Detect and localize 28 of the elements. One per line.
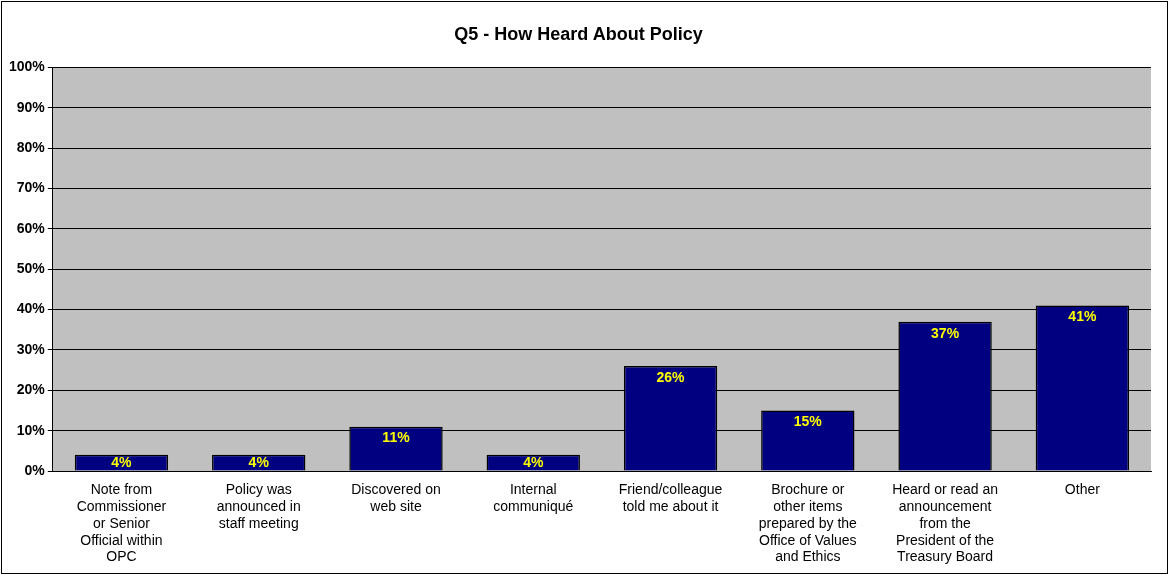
- y-tick-label: 100%: [8, 58, 46, 75]
- data-label: 4%: [523, 454, 544, 471]
- x-tick-label: Policy was announced in staff meeting: [216, 481, 301, 531]
- y-tick-label: 10%: [16, 421, 46, 438]
- data-label: 26%: [656, 368, 686, 385]
- data-label: 4%: [248, 454, 270, 471]
- y-tick-label: 70%: [16, 179, 46, 196]
- chart-title: Q5 - How Heard About Policy: [454, 23, 703, 44]
- x-tick-label: Friend/colleague told me about it: [618, 481, 723, 515]
- y-tick-label: 40%: [16, 300, 46, 317]
- y-tick-label: 60%: [16, 219, 46, 236]
- y-tick-label: 50%: [16, 260, 46, 277]
- y-tick-label: 80%: [16, 139, 46, 156]
- data-label: 41%: [1068, 308, 1097, 325]
- x-tick-label: Note from Commissioner or Senior Official within OPC: [76, 481, 167, 565]
- x-tick-label: Brochure or other items prepared by the Office of Values and Ethics: [758, 481, 858, 565]
- y-tick-label: 0%: [24, 461, 46, 478]
- x-tick-label: Discovered on web site: [351, 481, 441, 515]
- y-tick-label: 90%: [16, 98, 46, 115]
- data-label: 11%: [382, 429, 411, 446]
- data-label: 4%: [111, 454, 133, 471]
- x-tick-label: Other: [1064, 481, 1101, 498]
- data-label: 15%: [793, 413, 823, 430]
- x-tick-label: Internal communiqué: [493, 481, 574, 515]
- y-tick-label: 20%: [16, 381, 46, 398]
- x-tick-label: Heard or read an announcement from the President of the Treasury Board: [892, 481, 999, 565]
- data-label: 37%: [931, 324, 960, 341]
- y-tick-label: 30%: [16, 340, 46, 357]
